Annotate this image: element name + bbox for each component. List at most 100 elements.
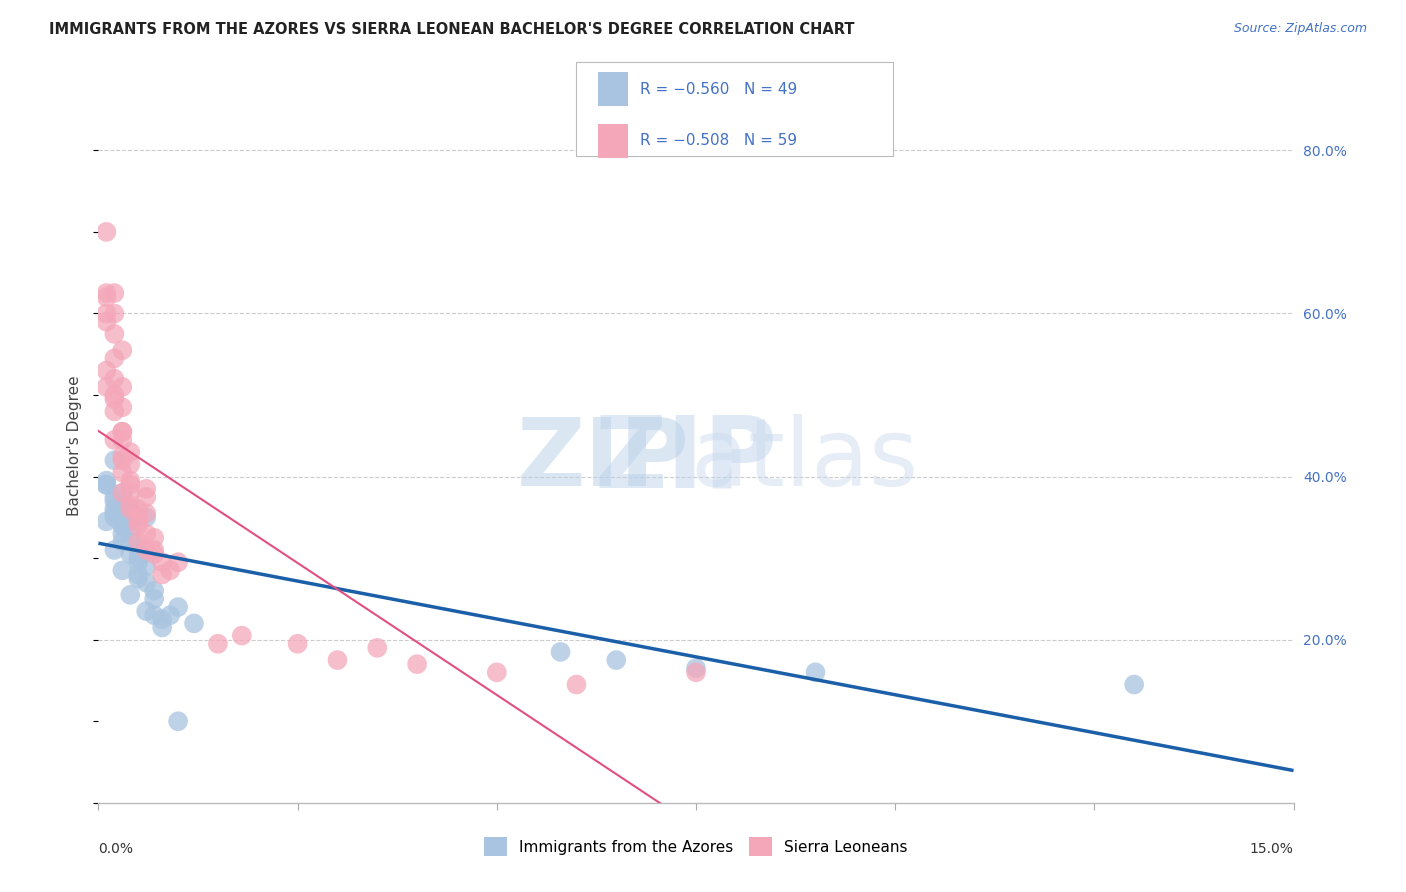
- Point: [550, 645, 572, 659]
- Point: [120, 547, 142, 561]
- Legend: Immigrants from the Azores, Sierra Leoneans: Immigrants from the Azores, Sierra Leone…: [484, 838, 908, 855]
- Point: [111, 494, 134, 508]
- Point: [103, 326, 125, 341]
- Point: [143, 583, 166, 598]
- Point: [127, 515, 149, 529]
- Point: [96, 474, 118, 488]
- Point: [135, 490, 157, 504]
- Point: [150, 555, 173, 569]
- Point: [96, 306, 118, 320]
- Point: [231, 629, 253, 643]
- Point: [150, 567, 173, 582]
- Point: [143, 608, 166, 623]
- Point: [103, 372, 125, 386]
- Point: [103, 490, 125, 504]
- Point: [127, 567, 149, 582]
- Point: [287, 637, 309, 651]
- Point: [183, 616, 205, 631]
- Point: [135, 526, 157, 541]
- Point: [103, 543, 125, 558]
- Point: [103, 286, 125, 301]
- Point: [103, 404, 125, 418]
- Point: [120, 486, 142, 500]
- Point: [135, 506, 157, 520]
- Text: 0.0%: 0.0%: [98, 842, 134, 856]
- Point: [127, 551, 149, 566]
- Point: [143, 547, 166, 561]
- Point: [96, 515, 118, 529]
- Point: [120, 498, 142, 512]
- Text: ZIPatlas: ZIPatlas: [595, 412, 1116, 508]
- Point: [135, 482, 157, 496]
- Point: [111, 380, 134, 394]
- Point: [111, 486, 134, 500]
- Point: [111, 433, 134, 447]
- Point: [127, 502, 149, 516]
- Point: [135, 604, 157, 618]
- Point: [167, 600, 190, 615]
- Point: [366, 640, 388, 655]
- Point: [127, 510, 149, 524]
- Point: [120, 506, 142, 520]
- Point: [167, 714, 190, 729]
- Point: [120, 458, 142, 472]
- Point: [96, 290, 118, 304]
- Point: [127, 543, 149, 558]
- Point: [96, 380, 118, 394]
- Point: [120, 588, 142, 602]
- Point: [103, 433, 125, 447]
- Point: [159, 563, 181, 577]
- Point: [135, 559, 157, 574]
- Point: [207, 637, 229, 651]
- Point: [111, 518, 134, 533]
- Text: IMMIGRANTS FROM THE AZORES VS SIERRA LEONEAN BACHELOR'S DEGREE CORRELATION CHART: IMMIGRANTS FROM THE AZORES VS SIERRA LEO…: [49, 22, 855, 37]
- Point: [127, 518, 149, 533]
- Point: [103, 502, 125, 516]
- Point: [111, 449, 134, 463]
- Point: [150, 620, 173, 634]
- Point: [111, 453, 134, 467]
- Point: [159, 608, 181, 623]
- Point: [111, 401, 134, 415]
- Text: Source: ZipAtlas.com: Source: ZipAtlas.com: [1233, 22, 1367, 36]
- Point: [804, 665, 827, 680]
- Text: ZIP: ZIP: [595, 412, 778, 508]
- Point: [120, 474, 142, 488]
- Point: [120, 526, 142, 541]
- Text: R = −0.560   N = 49: R = −0.560 N = 49: [640, 82, 797, 96]
- Point: [96, 225, 118, 239]
- Point: [103, 351, 125, 366]
- Point: [685, 665, 707, 680]
- Point: [127, 555, 149, 569]
- Point: [120, 502, 142, 516]
- Point: [111, 506, 134, 520]
- Point: [565, 677, 588, 691]
- Point: [127, 534, 149, 549]
- Point: [120, 445, 142, 459]
- Point: [406, 657, 429, 672]
- Point: [605, 653, 627, 667]
- Point: [120, 515, 142, 529]
- Point: [143, 543, 166, 558]
- Point: [111, 563, 134, 577]
- Point: [96, 286, 118, 301]
- Point: [111, 425, 134, 439]
- Point: [120, 534, 142, 549]
- Point: [135, 543, 157, 558]
- Point: [96, 477, 118, 491]
- Point: [111, 343, 134, 358]
- Point: [103, 392, 125, 406]
- Point: [103, 306, 125, 320]
- Text: 15.0%: 15.0%: [1250, 842, 1294, 856]
- Text: atlas: atlas: [690, 414, 918, 507]
- Point: [135, 510, 157, 524]
- Text: R = −0.508   N = 59: R = −0.508 N = 59: [640, 134, 797, 148]
- Point: [685, 661, 707, 675]
- Point: [103, 388, 125, 402]
- Point: [326, 653, 349, 667]
- Text: ZIP: ZIP: [517, 414, 690, 507]
- Point: [150, 612, 173, 626]
- Point: [135, 575, 157, 590]
- Point: [143, 531, 166, 545]
- Point: [120, 477, 142, 491]
